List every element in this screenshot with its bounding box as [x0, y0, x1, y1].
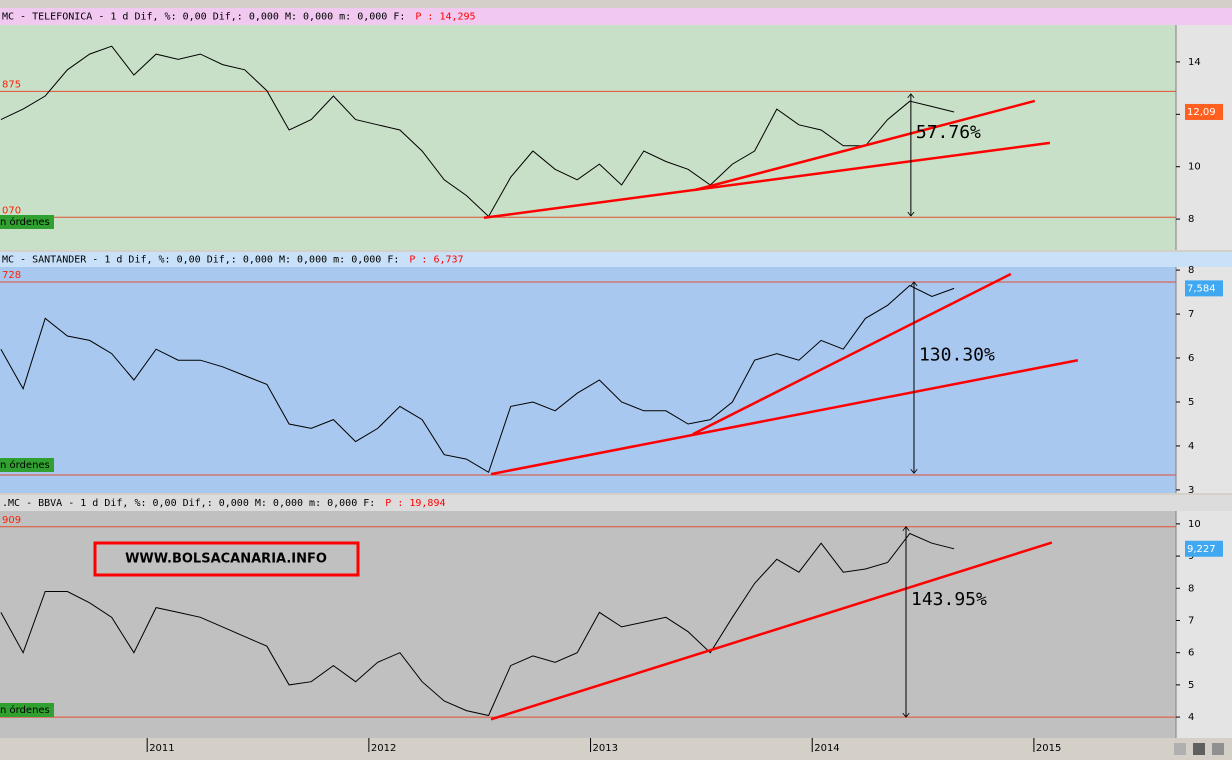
- y-tick-label: 10: [1188, 519, 1201, 530]
- panel-header: [0, 8, 1232, 25]
- x-tick-label: 2014: [814, 743, 839, 754]
- y-tick-label: 10: [1188, 162, 1201, 173]
- y-tick-label: 8: [1188, 583, 1194, 594]
- price-line: [0, 45, 955, 218]
- trend-line: [490, 541, 1053, 721]
- price-line: [0, 532, 955, 717]
- y-tick-label: 8: [1188, 265, 1194, 276]
- watermark-box: [93, 541, 360, 577]
- y-tick-label: 5: [1188, 680, 1194, 691]
- last-price-label: 12,09: [1187, 107, 1216, 118]
- x-tick-label: 2011: [149, 743, 174, 754]
- y-tick-label: 7: [1188, 309, 1194, 320]
- plot-background: [0, 267, 1176, 493]
- y-axis-area: [1176, 25, 1232, 250]
- toolbar-icons: [1174, 743, 1224, 755]
- x-tick-label: 2012: [371, 743, 396, 754]
- last-price-box: [1185, 540, 1223, 557]
- panel-header-text: MC - SANTANDER - 1 d Dif, %: 0,00 Dif,: …: [2, 255, 399, 266]
- tab-strip: [0, 0, 1232, 8]
- y-tick-label: 4: [1188, 441, 1194, 452]
- measure-label: 143.95%: [911, 589, 987, 610]
- icon[interactable]: [1174, 743, 1186, 755]
- y-tick-label: 6: [1188, 648, 1194, 659]
- orders-label: n órdenes: [0, 704, 50, 716]
- watermark: WWW.BOLSACANARIA.INFO: [125, 552, 327, 567]
- price-label: P : 14,295: [415, 12, 475, 23]
- x-tick-label: 2013: [593, 743, 618, 754]
- orders-label: n órdenes: [0, 459, 50, 471]
- y-tick-label: 4: [1188, 712, 1194, 723]
- panel-header: [0, 495, 1232, 511]
- trend-line: [483, 141, 1051, 220]
- orders-box: [0, 703, 54, 717]
- measure-label: 130.30%: [919, 345, 995, 366]
- level-label: 070: [2, 205, 21, 216]
- level-label: 909: [2, 515, 21, 526]
- trend-line: [694, 99, 1036, 192]
- last-price-box: [1185, 103, 1223, 120]
- last-price-label: 7,584: [1187, 283, 1216, 294]
- level-label: 728: [2, 270, 21, 281]
- y-tick-label: 7: [1188, 615, 1194, 626]
- y-tick-label: 5: [1188, 397, 1194, 408]
- icon[interactable]: [1193, 743, 1205, 755]
- level-label: 875: [2, 79, 21, 90]
- x-tick-label: 2015: [1036, 743, 1061, 754]
- trend-line: [490, 358, 1079, 476]
- y-tick-label: 14: [1188, 57, 1201, 68]
- last-price-label: 9,227: [1187, 544, 1216, 555]
- last-price-box: [1185, 280, 1223, 297]
- measure-label: 57.76%: [916, 122, 981, 143]
- orders-box: [0, 458, 54, 472]
- icon[interactable]: [1212, 743, 1224, 755]
- plot-background: [0, 25, 1176, 250]
- plot-background: [0, 511, 1176, 738]
- price-label: P : 6,737: [409, 255, 463, 266]
- panel-header-text: .MC - BBVA - 1 d Dif, %: 0,00 Dif,: 0,00…: [2, 498, 375, 509]
- orders-box: [0, 215, 54, 229]
- price-line: [0, 284, 955, 474]
- x-axis-area: [0, 738, 1232, 760]
- panel-header-text: MC - TELEFONICA - 1 d Dif, %: 0,00 Dif,:…: [2, 12, 405, 23]
- y-axis-area: [1176, 267, 1232, 493]
- y-tick-label: 8: [1188, 214, 1194, 225]
- panel-header: [0, 252, 1232, 267]
- y-tick-label: 3: [1188, 485, 1194, 496]
- trend-line: [692, 272, 1012, 436]
- orders-label: n órdenes: [0, 216, 50, 228]
- price-label: P : 19,894: [385, 498, 445, 509]
- y-tick-label: 6: [1188, 353, 1194, 364]
